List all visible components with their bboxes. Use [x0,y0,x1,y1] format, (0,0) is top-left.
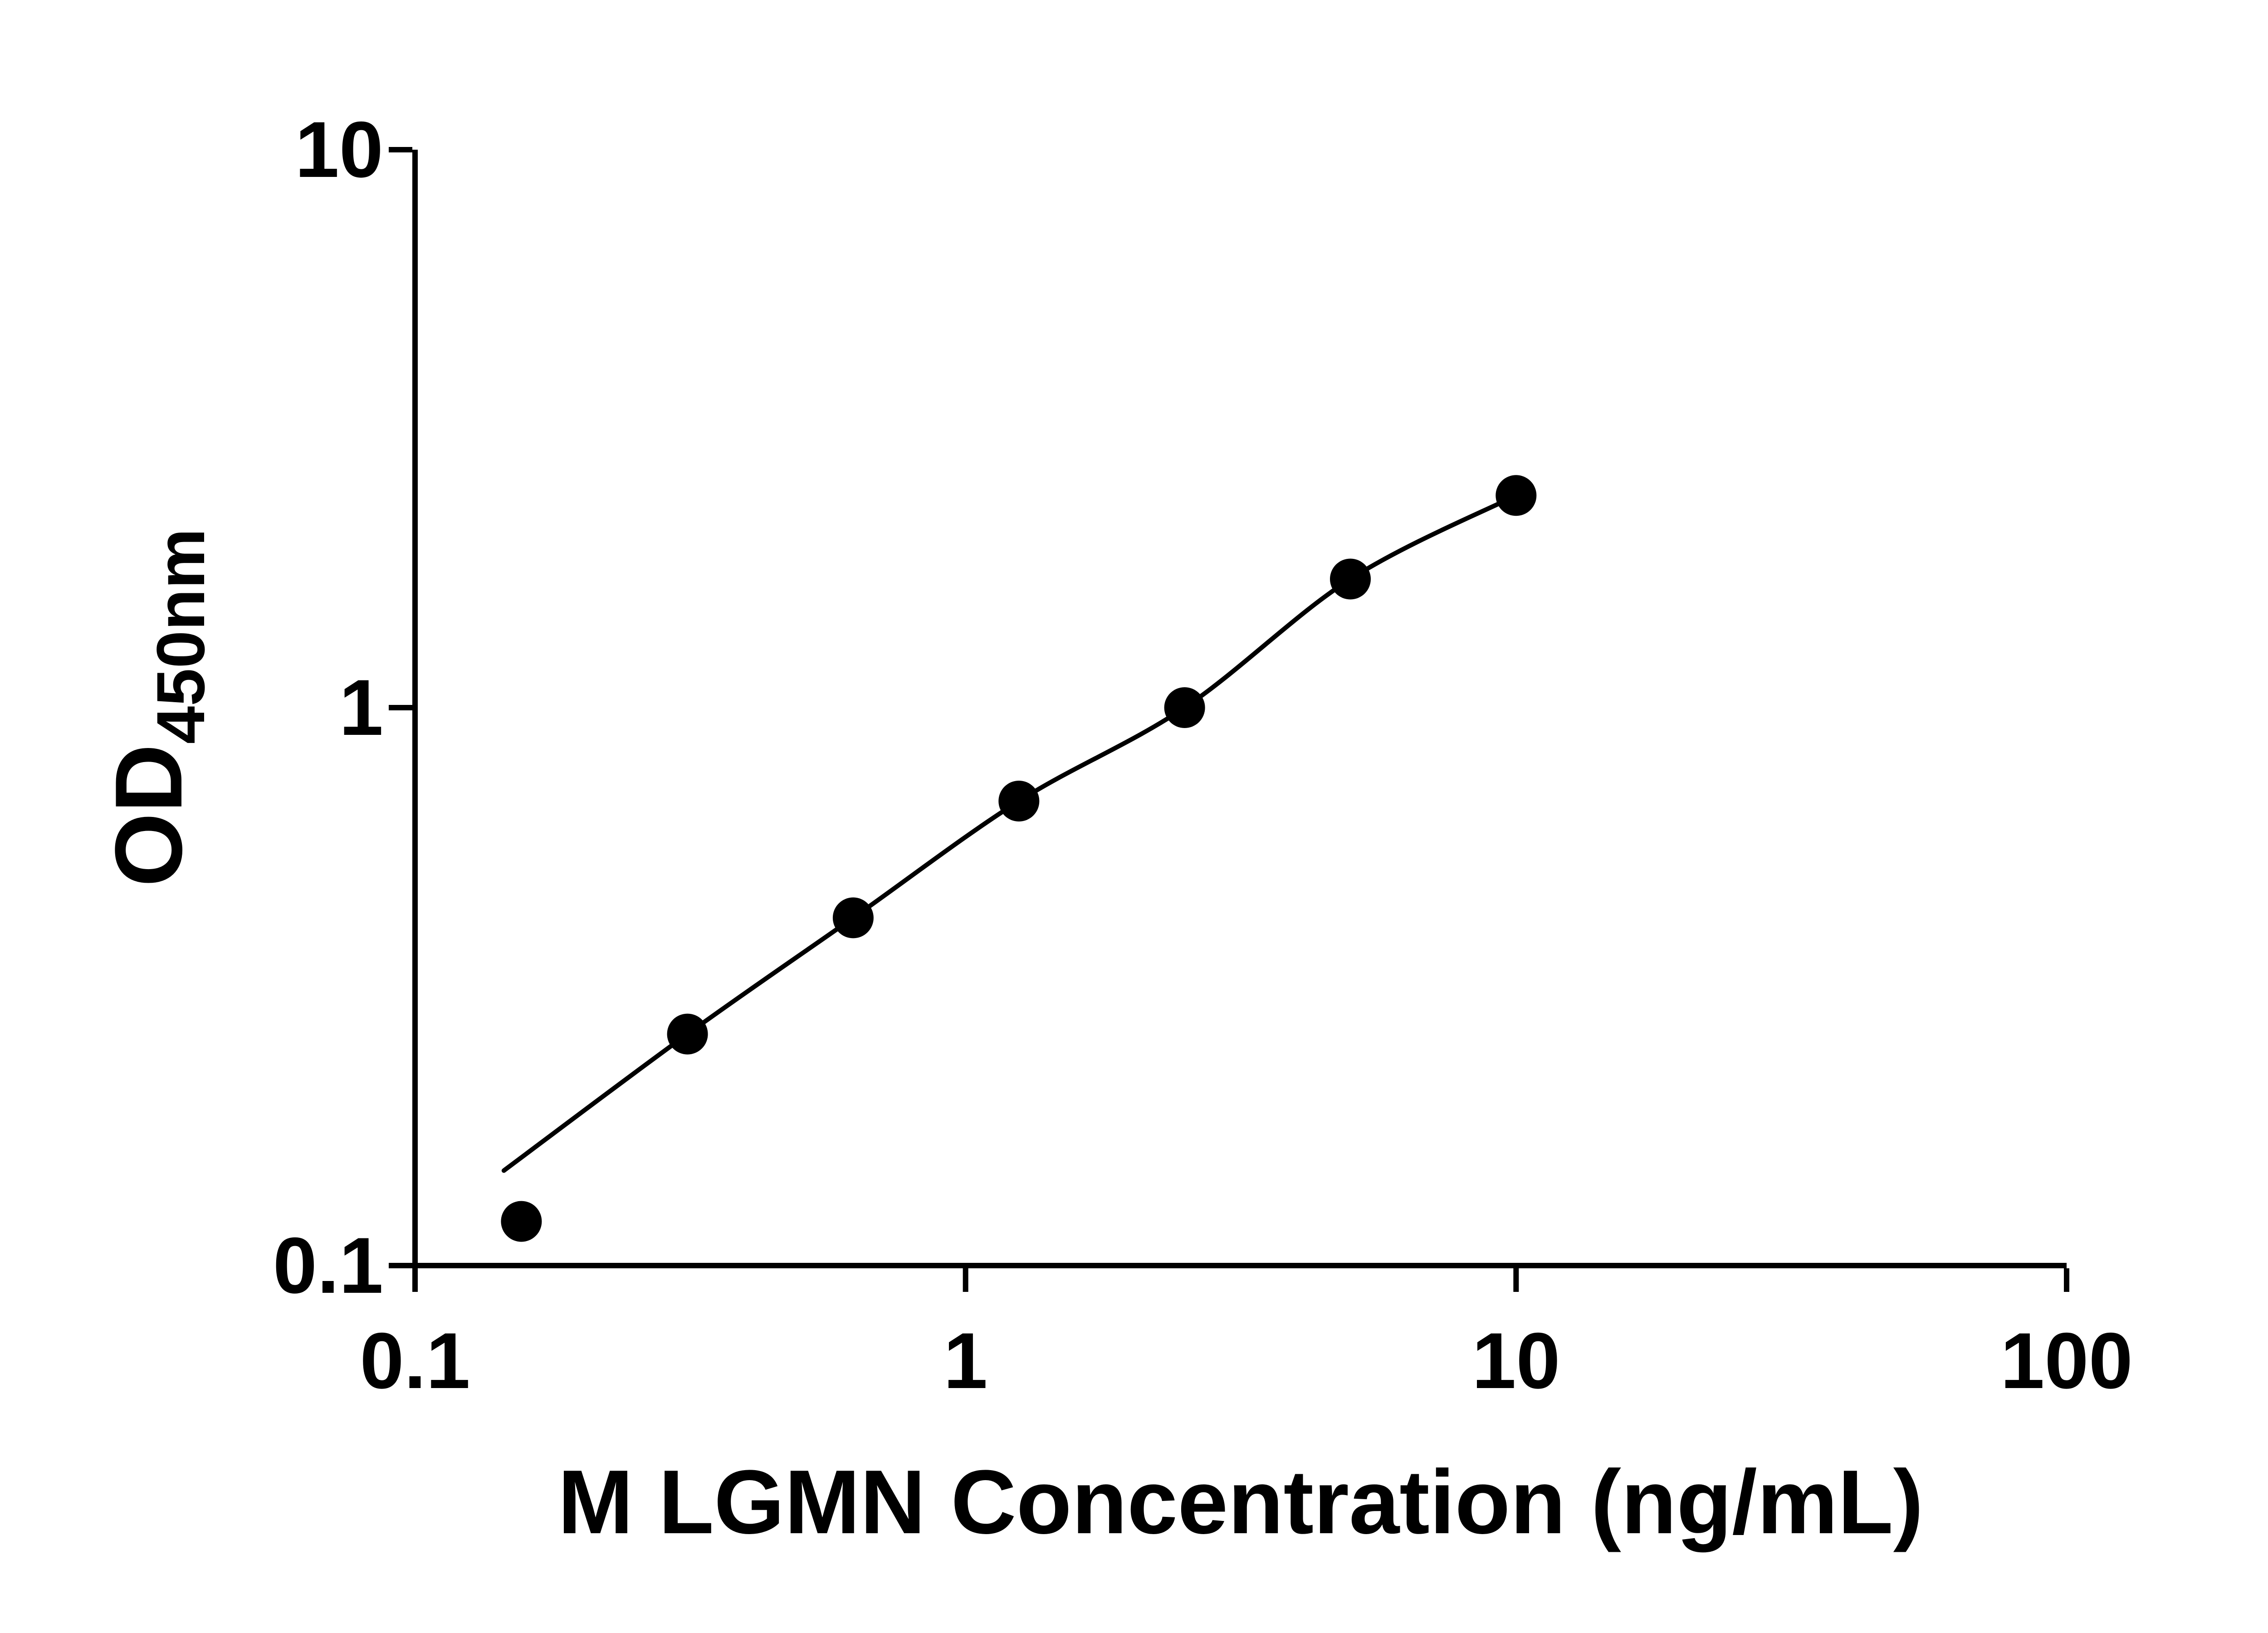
y-tick-label: 0.1 [273,1222,383,1310]
x-tick-label: 0.1 [360,1317,470,1405]
data-point [832,897,874,939]
fitted-curve [501,493,1519,1173]
data-point [1164,687,1205,728]
x-tick-label: 1 [943,1317,987,1405]
data-point [1496,475,1537,516]
x-tick-label: 100 [2000,1317,2133,1405]
y-tick-label: 10 [295,106,383,194]
data-point [667,1013,708,1055]
y-tick-label: 1 [339,664,383,752]
x-axis-title: M LGMN Concentration (ng/mL) [558,1452,1924,1553]
x-tick-label: 10 [1472,1317,1560,1405]
y-axis-title: OD450nm [95,528,219,887]
data-point [998,781,1040,821]
plot-area: 0.1 1 10 100 0.1 1 10 [273,106,2133,1405]
axis-spines [412,150,2067,1268]
y-axis-title-main: OD [95,744,202,887]
data-point [1330,558,1371,600]
y-axis-title-subscript: 450nm [142,528,219,744]
data-point [501,1201,542,1242]
